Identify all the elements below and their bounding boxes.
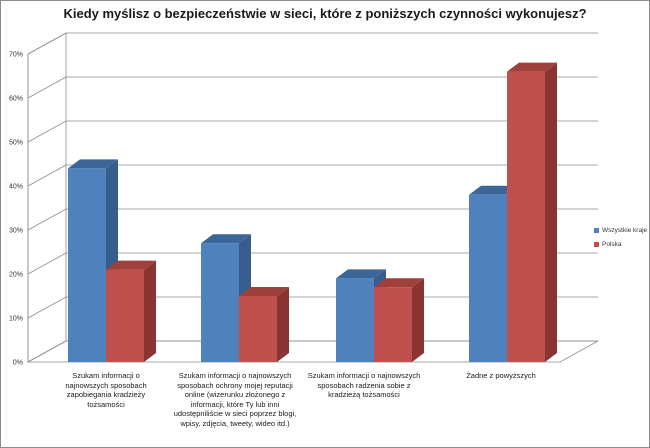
gridline-depth bbox=[27, 32, 67, 55]
legend-swatch-polska bbox=[594, 241, 599, 247]
legend: Wszystkie kraje Polska bbox=[594, 223, 647, 251]
chart-title: Kiedy myślisz o bezpieczeństwie w sieci,… bbox=[63, 6, 587, 21]
y-tick-label: 0% bbox=[13, 360, 23, 367]
gridline-depth bbox=[27, 252, 67, 275]
gridline-depth bbox=[27, 208, 67, 231]
x-category-label: Żadne z powyższych bbox=[466, 371, 536, 380]
bar-top bbox=[469, 185, 519, 195]
bar-top bbox=[374, 278, 424, 288]
bar-side bbox=[144, 260, 156, 362]
gridline-depth bbox=[27, 296, 67, 319]
legend-label-polska: Polska bbox=[602, 240, 622, 248]
bar bbox=[507, 71, 545, 362]
x-category-label: Szukam informacji o najnowszych sposobac… bbox=[307, 371, 421, 399]
legend-item-all-countries: Wszystkie kraje bbox=[594, 223, 647, 237]
y-tick-label: 60% bbox=[9, 96, 23, 103]
left-wall bbox=[27, 32, 67, 363]
legend-swatch-all-countries bbox=[594, 227, 599, 233]
bar-top bbox=[68, 159, 118, 169]
bar bbox=[374, 287, 412, 362]
bar bbox=[469, 194, 507, 362]
bar bbox=[201, 243, 239, 362]
bar-top bbox=[239, 287, 289, 296]
bar bbox=[68, 168, 106, 362]
y-tick-label: 70% bbox=[9, 52, 23, 59]
bar bbox=[106, 269, 144, 362]
bar bbox=[239, 296, 277, 362]
legend-label-all-countries: Wszystkie kraje bbox=[602, 226, 648, 234]
x-category-label: Szukam informacji o najnowszych sposobac… bbox=[65, 371, 147, 409]
bar-side bbox=[277, 287, 289, 362]
bar-top bbox=[201, 234, 251, 244]
bar-top bbox=[336, 269, 386, 279]
bar bbox=[336, 278, 374, 362]
bar-side bbox=[412, 278, 424, 362]
legend-item-polska: Polska bbox=[594, 237, 647, 251]
x-category-label: Szukam informacji o najnowszych sposobac… bbox=[173, 371, 297, 428]
gridline-depth bbox=[27, 76, 67, 99]
y-tick-label: 10% bbox=[9, 316, 23, 323]
bar-top bbox=[507, 62, 557, 72]
y-tick-label: 50% bbox=[9, 140, 23, 147]
y-tick-label: 20% bbox=[9, 272, 23, 279]
gridline-depth bbox=[27, 120, 67, 143]
bar-side bbox=[545, 62, 557, 362]
y-tick-label: 40% bbox=[9, 184, 23, 191]
bar-top bbox=[106, 260, 156, 270]
gridline-depth bbox=[27, 340, 67, 363]
gridline-depth bbox=[27, 164, 67, 187]
y-tick-label: 30% bbox=[9, 228, 23, 235]
